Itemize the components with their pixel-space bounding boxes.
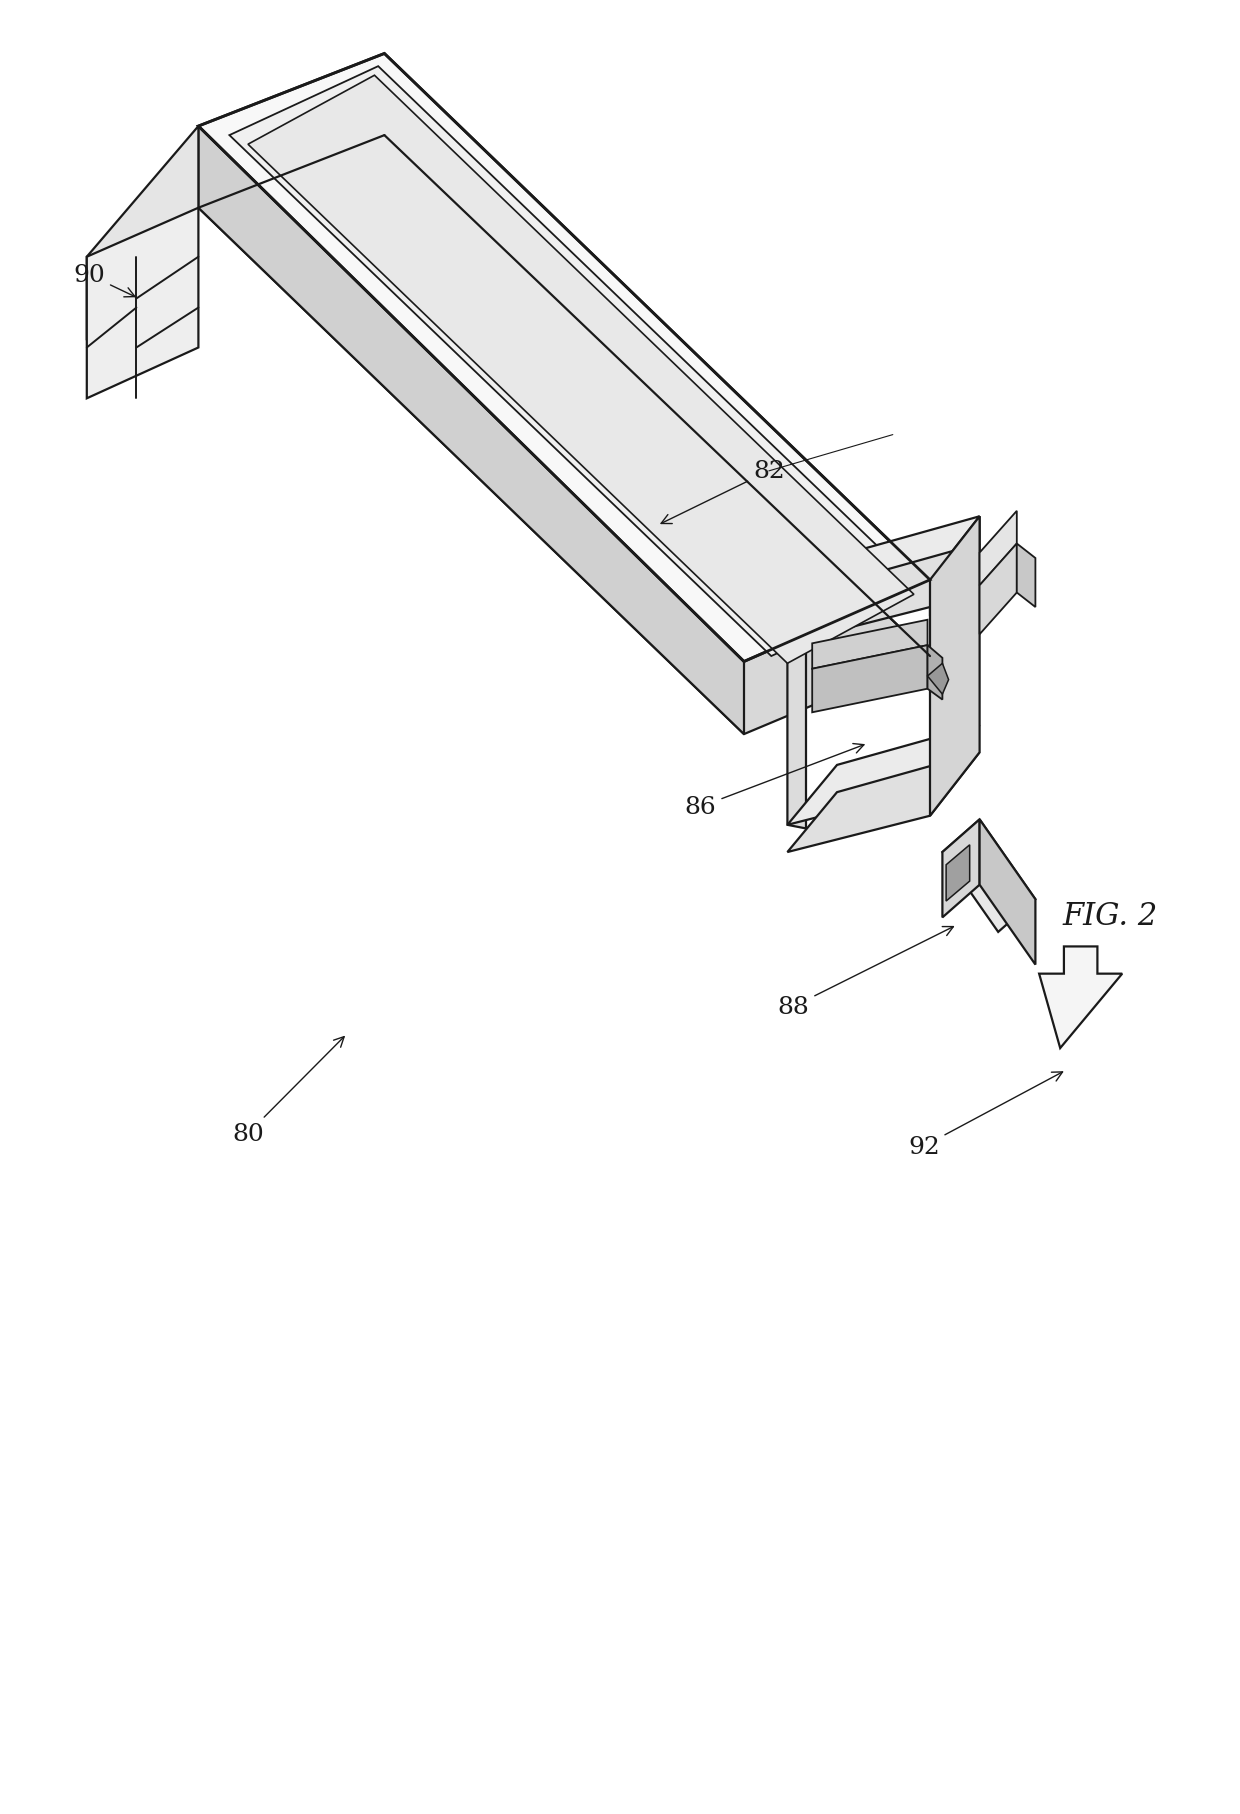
Polygon shape xyxy=(812,646,928,713)
Polygon shape xyxy=(942,820,980,918)
Polygon shape xyxy=(248,76,914,664)
Polygon shape xyxy=(812,620,928,669)
Text: 92: 92 xyxy=(908,1072,1063,1157)
Polygon shape xyxy=(198,136,930,735)
Polygon shape xyxy=(787,617,806,829)
Text: 82: 82 xyxy=(661,461,785,524)
Polygon shape xyxy=(946,845,970,902)
Polygon shape xyxy=(980,820,1035,965)
Text: 86: 86 xyxy=(684,744,864,818)
Polygon shape xyxy=(87,127,198,341)
Polygon shape xyxy=(980,512,1017,586)
Polygon shape xyxy=(930,517,980,617)
Polygon shape xyxy=(787,726,980,825)
Polygon shape xyxy=(87,209,198,399)
Text: 90: 90 xyxy=(73,265,135,297)
Polygon shape xyxy=(198,54,930,662)
Text: 88: 88 xyxy=(777,927,954,1018)
Polygon shape xyxy=(198,127,744,735)
Polygon shape xyxy=(942,820,1035,932)
Polygon shape xyxy=(787,753,980,853)
Polygon shape xyxy=(928,646,942,700)
Polygon shape xyxy=(928,664,949,695)
Polygon shape xyxy=(980,544,1017,635)
Polygon shape xyxy=(930,517,980,816)
Polygon shape xyxy=(1039,947,1122,1048)
Polygon shape xyxy=(787,544,980,644)
Text: FIG. 2: FIG. 2 xyxy=(1063,900,1157,932)
Polygon shape xyxy=(1017,544,1035,608)
Polygon shape xyxy=(229,67,920,657)
Polygon shape xyxy=(787,517,980,617)
Text: 80: 80 xyxy=(232,1038,345,1145)
